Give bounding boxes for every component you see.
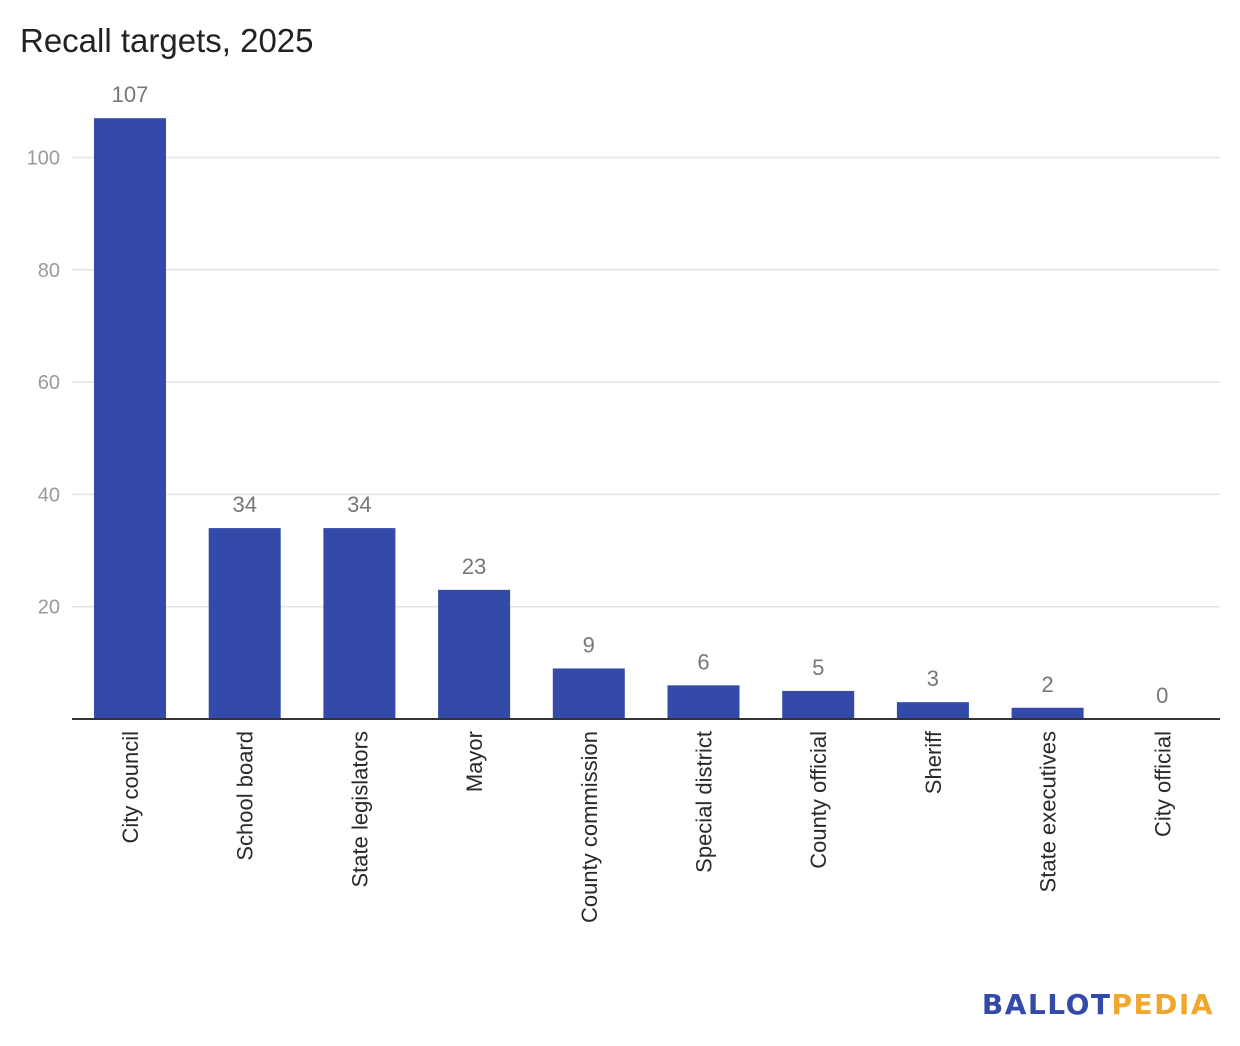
x-axis-category-labels: City council School board State legislator… [118, 730, 1175, 923]
x-tick-label: City council [118, 731, 143, 843]
data-labels: 107 34 34 23 9 6 5 3 2 0 [112, 82, 1169, 708]
x-tick-label: State legislators [347, 731, 372, 888]
x-tick-label: Special district [692, 731, 717, 873]
y-tick-label: 40 [38, 484, 60, 506]
brand-text-ballot: BALLOT [981, 988, 1112, 1021]
y-tick-label: 80 [38, 260, 60, 282]
data-label: 0 [1156, 683, 1168, 708]
y-tick-label: 60 [38, 372, 60, 394]
x-tick-label: State executives [1036, 731, 1061, 892]
bar [552, 668, 625, 719]
x-tick-label: Sheriff [921, 730, 946, 794]
data-label: 6 [697, 649, 709, 674]
bar [323, 528, 396, 719]
x-tick-label: City official [1150, 731, 1175, 837]
bar [782, 690, 855, 719]
bar [94, 118, 166, 719]
data-label: 2 [1041, 672, 1053, 697]
y-tick-label: 100 [27, 148, 60, 170]
bars [94, 118, 1084, 719]
data-label: 34 [347, 492, 371, 517]
x-tick-label: County official [806, 731, 831, 869]
x-tick-label: Mayor [462, 731, 487, 792]
data-label: 107 [112, 82, 149, 107]
y-tick-label: 20 [38, 597, 60, 619]
brand-text-pedia: PEDIA [1111, 988, 1214, 1021]
bar [438, 589, 511, 719]
chart-title: Recall targets, 2025 [20, 22, 314, 59]
data-label: 5 [812, 655, 824, 680]
bar [208, 528, 281, 719]
data-label: 9 [583, 632, 595, 657]
data-label: 3 [927, 666, 939, 691]
bar [1011, 707, 1084, 719]
data-label: 34 [232, 492, 256, 517]
bar [896, 702, 969, 719]
y-axis-ticks: 20 40 60 80 100 [27, 148, 60, 619]
bar [667, 685, 740, 719]
x-tick-label: County commission [577, 731, 602, 923]
data-label: 23 [462, 554, 486, 579]
ballotpedia-logo: BALLOTPEDIA [982, 988, 1214, 1021]
x-tick-label: School board [233, 731, 258, 861]
